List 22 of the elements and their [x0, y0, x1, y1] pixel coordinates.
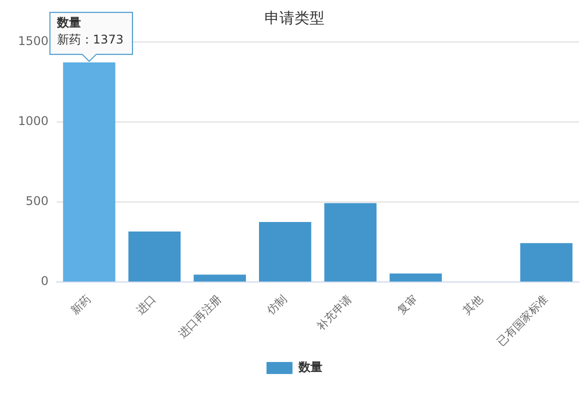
x-tick-label: 复审: [395, 292, 420, 318]
bar: [520, 243, 572, 282]
bar: [390, 274, 442, 282]
annotation: 新药：1373: [56, 32, 124, 46]
bar: [258, 222, 312, 282]
x-tick-label: 其他: [460, 292, 486, 318]
y-tick-label: 0: [40, 274, 49, 288]
x-tick-label: 新药: [68, 292, 94, 318]
y-tick-label: 1000: [18, 114, 49, 128]
chart-title: 申请类型: [264, 8, 324, 27]
annotation: 数量: [56, 15, 81, 30]
x-tick-label: 进口: [134, 292, 159, 318]
x-tick-label: 进口再注册: [176, 292, 224, 341]
x-tick-label: 已有国家标准: [494, 292, 550, 348]
x-tick-label: 仿制: [264, 292, 290, 318]
bar: [324, 203, 377, 282]
y-tick-label: 1500: [18, 34, 49, 48]
bar: [194, 274, 246, 282]
bar: [128, 231, 181, 282]
x-tick-label: 补充申请: [314, 292, 355, 333]
y-tick-label: 500: [26, 194, 49, 208]
legend-label: 数量: [298, 360, 322, 374]
